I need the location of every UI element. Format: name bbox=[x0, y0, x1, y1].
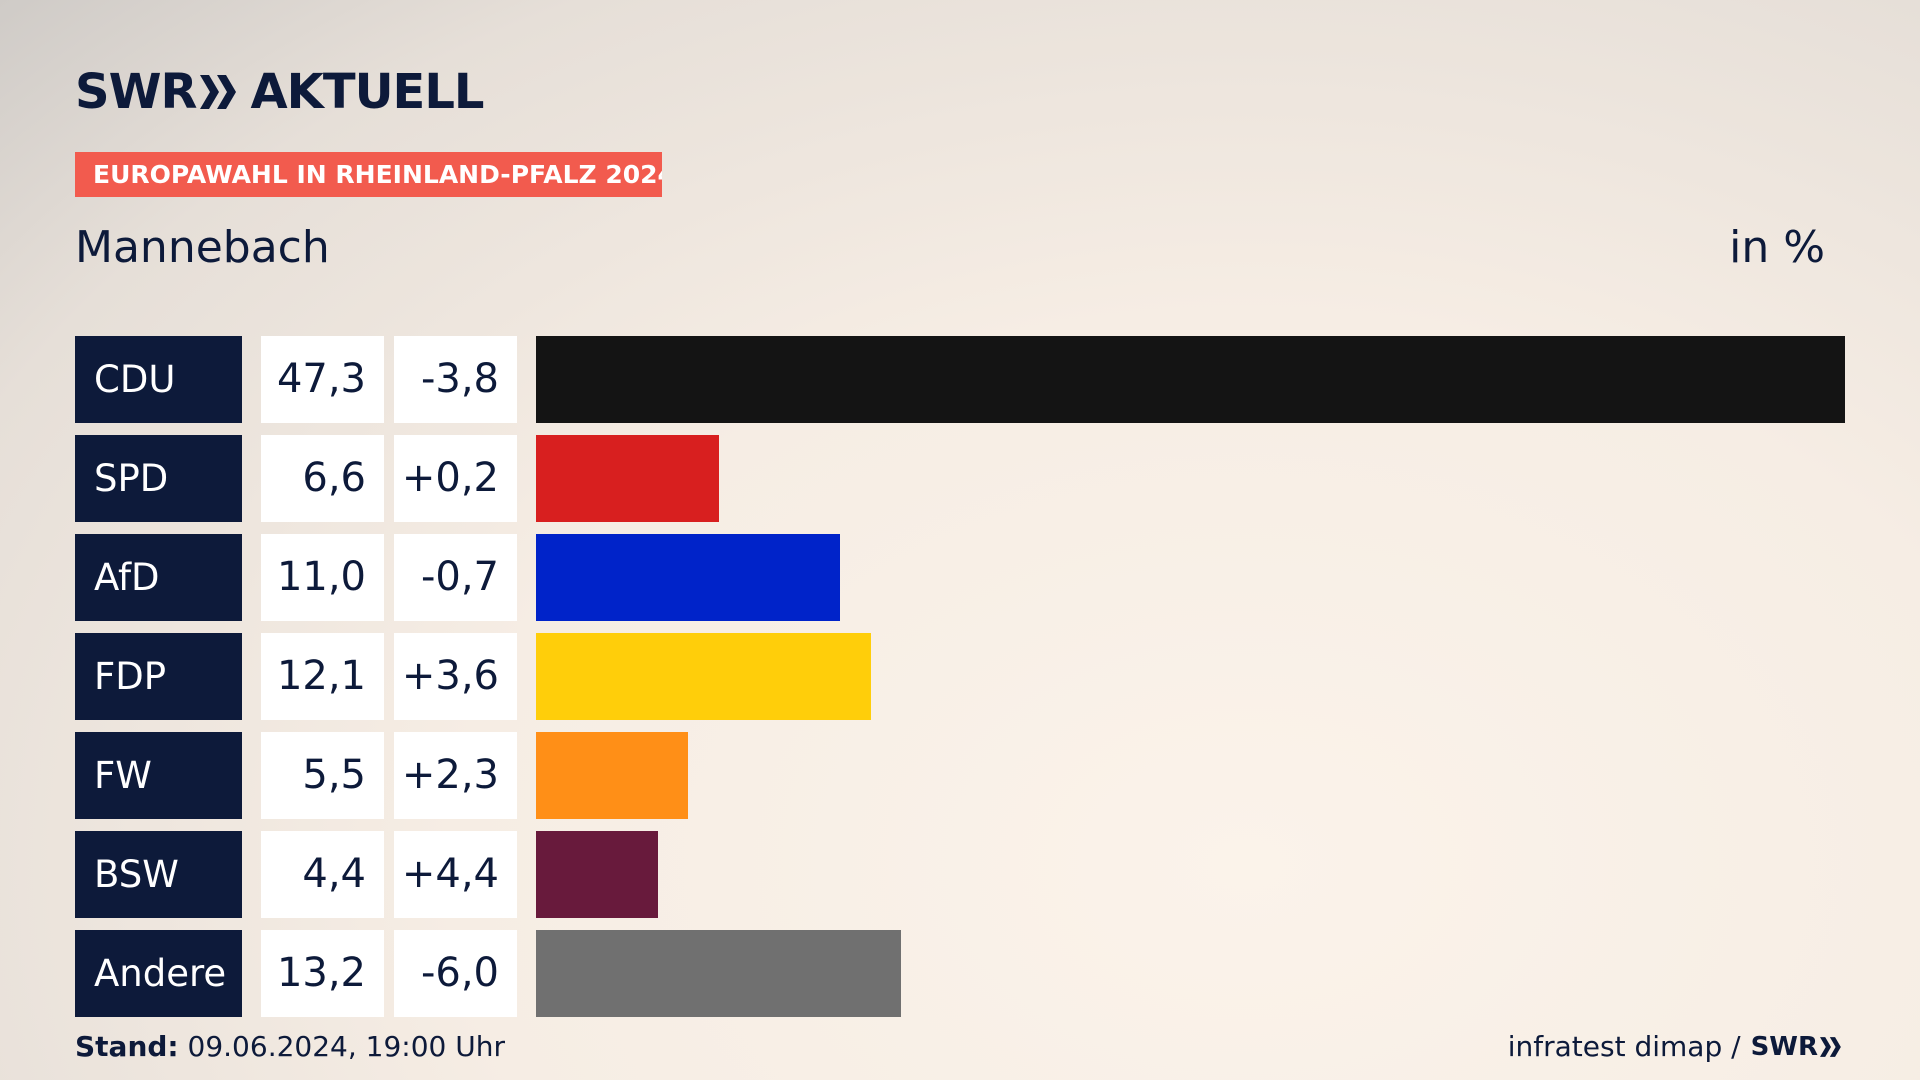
change-value: +4,4 bbox=[394, 831, 517, 918]
vote-share-value: 6,6 bbox=[261, 435, 384, 522]
vote-share-value: 12,1 bbox=[261, 633, 384, 720]
bar-afd bbox=[536, 534, 840, 621]
stand-label: Stand: bbox=[75, 1030, 179, 1063]
vote-share-value: 13,2 bbox=[261, 930, 384, 1017]
chart-row-afd: AfD 11,0 -0,7 bbox=[75, 534, 1845, 621]
party-label: Andere bbox=[75, 930, 242, 1017]
party-label: BSW bbox=[75, 831, 242, 918]
change-value: -0,7 bbox=[394, 534, 517, 621]
party-label: FW bbox=[75, 732, 242, 819]
timestamp: Stand: 09.06.2024, 19:00 Uhr bbox=[75, 1030, 505, 1063]
change-value: +0,2 bbox=[394, 435, 517, 522]
chart-row-bsw: BSW 4,4 +4,4 bbox=[75, 831, 1845, 918]
mini-logo-text: SWR bbox=[1750, 1031, 1818, 1062]
vote-share-value: 11,0 bbox=[261, 534, 384, 621]
election-tag: EUROPAWAHL IN RHEINLAND-PFALZ 2024 bbox=[75, 152, 662, 197]
source-text: infratest dimap / bbox=[1507, 1030, 1741, 1063]
vote-share-value: 4,4 bbox=[261, 831, 384, 918]
chart-row-fw: FW 5,5 +2,3 bbox=[75, 732, 1845, 819]
bar-cdu bbox=[536, 336, 1845, 423]
bar-fdp bbox=[536, 633, 871, 720]
change-value: +2,3 bbox=[394, 732, 517, 819]
bar-fw bbox=[536, 732, 688, 819]
party-label: SPD bbox=[75, 435, 242, 522]
chart-row-cdu: CDU 47,3 -3,8 bbox=[75, 336, 1845, 423]
unit-label: in % bbox=[1729, 222, 1825, 273]
swr-mini-logo: SWR bbox=[1751, 1032, 1842, 1062]
vote-share-value: 47,3 bbox=[261, 336, 384, 423]
logo-swr-text: SWR bbox=[75, 64, 197, 120]
double-chevron-icon bbox=[200, 75, 238, 109]
logo-aktuell-text: AKTUELL bbox=[250, 64, 484, 120]
chart-row-spd: SPD 6,6 +0,2 bbox=[75, 435, 1845, 522]
stand-value: 09.06.2024, 19:00 Uhr bbox=[187, 1030, 505, 1063]
party-label: FDP bbox=[75, 633, 242, 720]
change-value: -6,0 bbox=[394, 930, 517, 1017]
bar-spd bbox=[536, 435, 719, 522]
bar-andere bbox=[536, 930, 901, 1017]
party-label: CDU bbox=[75, 336, 242, 423]
mini-chevron-icon bbox=[1820, 1036, 1841, 1057]
vote-share-value: 5,5 bbox=[261, 732, 384, 819]
chart-row-fdp: FDP 12,1 +3,6 bbox=[75, 633, 1845, 720]
change-value: +3,6 bbox=[394, 633, 517, 720]
chart-row-andere: Andere 13,2 -6,0 bbox=[75, 930, 1845, 1017]
bar-bsw bbox=[536, 831, 658, 918]
change-value: -3,8 bbox=[394, 336, 517, 423]
source-credit: infratest dimap / SWR bbox=[1508, 1030, 1842, 1063]
party-label: AfD bbox=[75, 534, 242, 621]
region-title: Mannebach bbox=[75, 222, 330, 273]
swr-aktuell-logo: SWR AKTUELL bbox=[75, 64, 485, 120]
